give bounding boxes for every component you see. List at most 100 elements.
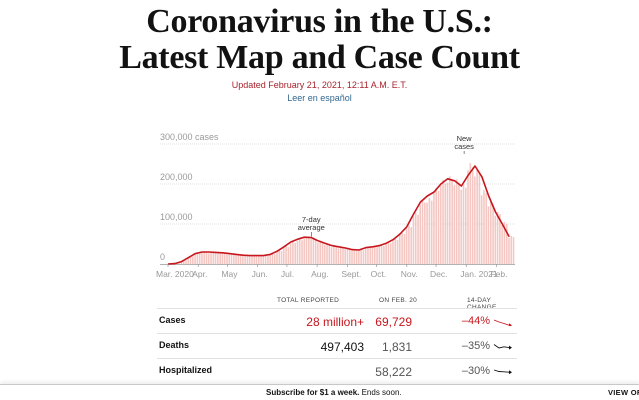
daily-case-bar — [233, 253, 235, 264]
daily-case-bar — [267, 255, 269, 264]
daily-case-bar — [305, 236, 308, 264]
daily-case-bar — [412, 216, 415, 264]
daily-case-bar — [228, 253, 231, 264]
daily-case-bar — [317, 242, 319, 264]
x-tick-label: Feb. — [490, 269, 507, 279]
updated-timestamp: Updated February 21, 2021, 12:11 A.M. E.… — [231, 80, 408, 90]
trend-sparkline — [493, 369, 512, 375]
daily-case-bar — [480, 195, 483, 264]
daily-case-bar — [367, 247, 369, 264]
daily-case-bar — [217, 252, 219, 264]
daily-case-bar — [339, 247, 342, 264]
daily-case-bar — [298, 239, 301, 264]
daily-case-bar — [458, 182, 460, 264]
daily-case-bar — [287, 247, 290, 264]
daily-case-bar — [410, 227, 413, 264]
daily-case-bar — [385, 243, 387, 264]
daily-case-bar — [496, 212, 499, 264]
new-cases-annotation-label: cases — [454, 142, 474, 151]
daily-case-bar — [237, 254, 240, 264]
daily-case-bar — [242, 255, 244, 264]
daily-case-bar — [278, 250, 281, 264]
daily-case-bar — [251, 255, 253, 264]
daily-case-bar — [403, 234, 406, 264]
daily-case-bar — [380, 245, 383, 264]
daily-case-bar — [226, 252, 228, 264]
daily-case-bar — [489, 202, 492, 264]
daily-case-bar — [192, 256, 194, 264]
x-tick-label: Jan. 2021 — [460, 269, 498, 279]
view-offer-button[interactable]: VIEW OFFER — [608, 388, 639, 397]
daily-case-bar — [289, 243, 292, 264]
daily-case-bar — [301, 240, 303, 264]
spanish-link[interactable]: Leer en español — [287, 93, 352, 103]
daily-case-bar — [187, 256, 190, 264]
deaths-onday: 1,831 — [381, 340, 412, 354]
x-tick-label: Sept. — [341, 269, 361, 279]
daily-case-bar — [492, 204, 494, 264]
daily-case-bar — [396, 239, 399, 264]
daily-case-bar — [460, 189, 462, 264]
daily-case-bar — [467, 170, 469, 264]
daily-case-bar — [321, 241, 324, 264]
daily-case-bar — [408, 225, 410, 264]
daily-case-bar — [424, 202, 426, 264]
cases-change: –44% — [461, 315, 490, 327]
daily-case-bar — [383, 245, 385, 264]
x-tick-label: May — [221, 269, 238, 279]
daily-case-bar — [235, 255, 237, 264]
daily-case-bar — [223, 252, 226, 264]
daily-case-bar — [439, 185, 442, 264]
daily-case-bar — [449, 176, 451, 264]
daily-case-bar — [212, 252, 215, 264]
row-label: Hospitalized — [159, 365, 213, 375]
daily-case-bar — [333, 246, 335, 264]
headline-line-2: Latest Map and Case Count — [119, 39, 520, 76]
y-tick-label: 200,000 — [160, 172, 193, 182]
daily-case-bar — [442, 180, 444, 264]
daily-case-bar — [303, 238, 306, 264]
daily-case-bar — [346, 247, 349, 264]
daily-case-bar — [292, 242, 294, 264]
daily-case-bar — [178, 263, 181, 264]
daily-case-bar — [378, 246, 381, 264]
subscribe-text[interactable]: Subscribe for $1 a week. Ends soon. — [266, 388, 402, 397]
sparkline-arrow — [509, 370, 512, 375]
daily-case-bar — [337, 248, 340, 264]
daily-case-bar — [246, 255, 249, 264]
sparkline-path — [493, 369, 510, 373]
trend-sparkline — [493, 319, 512, 326]
new-cases-annotation-label: New — [457, 134, 473, 143]
daily-case-bar — [253, 255, 256, 264]
daily-case-bar — [392, 240, 394, 264]
daily-case-bar — [219, 252, 221, 264]
subscribe-offer: Subscribe for $1 a week. — [266, 388, 360, 397]
daily-case-bar — [248, 256, 251, 264]
hospitalized-onday: 58,222 — [375, 365, 412, 379]
daily-case-bar — [499, 214, 501, 264]
average-annotation-label: average — [298, 223, 325, 232]
daily-case-bar — [239, 254, 242, 264]
daily-case-bar — [444, 183, 447, 264]
daily-case-bar — [326, 243, 328, 264]
daily-case-bar — [276, 251, 278, 264]
daily-case-bar — [214, 252, 217, 264]
daily-case-bar — [323, 244, 326, 264]
hospitalized-change: –30% — [461, 365, 490, 377]
daily-case-bar — [435, 188, 437, 264]
daily-case-bar — [273, 254, 276, 264]
daily-case-bar — [371, 247, 374, 264]
table-header: TOTAL REPORTED ON FEB. 20 14-DAY CHANGE — [157, 295, 517, 311]
daily-case-bar — [364, 248, 367, 264]
daily-case-bar — [414, 212, 417, 264]
x-tick-label: Aug. — [311, 269, 329, 279]
daily-case-bar — [189, 256, 192, 264]
daily-case-bar — [269, 254, 271, 264]
x-tick-label: Dec. — [430, 269, 447, 279]
daily-case-bar — [453, 185, 456, 264]
daily-case-bar — [330, 247, 333, 264]
daily-case-bar — [282, 247, 285, 264]
x-tick-label: Mar. 2020 — [156, 269, 194, 279]
daily-case-bar — [335, 246, 337, 264]
daily-case-bar — [503, 222, 506, 264]
